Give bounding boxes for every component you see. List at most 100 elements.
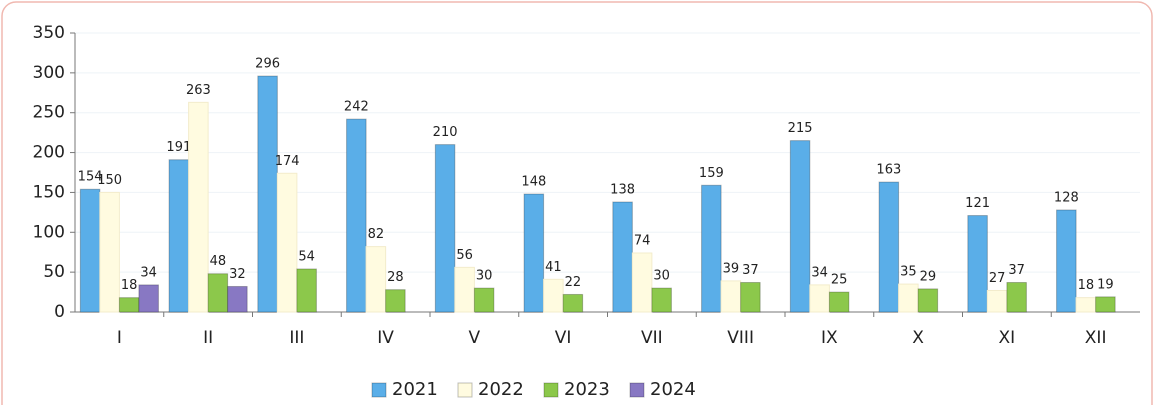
- bar: [1095, 296, 1116, 313]
- value-label: 242: [344, 100, 369, 115]
- bar: [188, 101, 209, 313]
- legend-label: 2024: [650, 379, 696, 400]
- bar: [118, 297, 140, 313]
- value-label: 35: [900, 265, 917, 280]
- bar: [720, 280, 742, 313]
- value-label: 37: [742, 263, 759, 278]
- bar: [1006, 282, 1027, 313]
- bar: [434, 144, 456, 313]
- bar: [168, 159, 190, 313]
- legend-swatch: [371, 382, 387, 398]
- value-label: 263: [186, 83, 211, 98]
- x-tick-label: VIII: [727, 328, 754, 348]
- value-label: 30: [653, 269, 670, 284]
- bar: [828, 291, 850, 313]
- y-tick-label: 250: [33, 103, 65, 123]
- value-label: 28: [387, 270, 404, 285]
- bar: [651, 287, 672, 313]
- bar: [612, 201, 633, 313]
- bar: [878, 181, 900, 313]
- legend-swatch: [543, 382, 559, 398]
- value-label: 18: [1078, 278, 1095, 293]
- value-label: 148: [521, 175, 546, 190]
- bar: [227, 285, 248, 313]
- x-tick-label: IV: [377, 328, 394, 348]
- value-label: 191: [166, 140, 191, 155]
- value-label: 32: [229, 267, 246, 282]
- y-tick-label: 350: [33, 23, 65, 43]
- bar: [562, 293, 584, 313]
- value-label: 22: [565, 275, 582, 290]
- bar: [79, 188, 101, 313]
- y-tick-label: 300: [33, 63, 65, 83]
- bar: [454, 266, 475, 313]
- x-tick-label: VII: [641, 328, 663, 348]
- bar: [631, 252, 653, 313]
- value-label: 19: [1097, 277, 1114, 292]
- bar: [99, 191, 120, 313]
- bar: [257, 75, 278, 313]
- value-label: 296: [255, 57, 280, 72]
- value-label: 29: [920, 269, 937, 284]
- legend-label: 2022: [478, 379, 524, 400]
- bar: [523, 193, 545, 313]
- value-label: 39: [723, 261, 740, 276]
- value-label: 74: [634, 234, 651, 249]
- value-label: 54: [298, 249, 315, 264]
- bar: [207, 273, 229, 313]
- bar: [1056, 209, 1077, 313]
- value-label: 34: [140, 265, 157, 280]
- legend-swatch: [457, 382, 473, 398]
- value-label: 41: [545, 260, 562, 275]
- bar: [898, 283, 919, 313]
- bar: [385, 289, 406, 313]
- value-label: 174: [275, 154, 300, 169]
- x-tick-label: V: [469, 328, 481, 348]
- value-label: 150: [97, 173, 122, 188]
- y-tick-label: 0: [54, 302, 65, 322]
- y-tick-label: 100: [33, 222, 65, 242]
- value-label: 121: [965, 196, 990, 211]
- bar: [543, 278, 564, 313]
- y-tick-label: 150: [33, 182, 65, 202]
- x-tick-label: VI: [555, 328, 572, 348]
- value-label: 56: [456, 248, 473, 263]
- bar: [917, 288, 939, 313]
- value-label: 82: [368, 227, 385, 242]
- bar: [701, 184, 722, 313]
- y-tick-label: 200: [33, 143, 65, 163]
- value-label: 37: [1008, 263, 1025, 278]
- bar: [789, 140, 811, 313]
- x-tick-label: X: [912, 328, 924, 348]
- bar: [1075, 297, 1097, 313]
- bar: [740, 282, 761, 313]
- value-label: 48: [210, 254, 227, 269]
- legend-label: 2023: [564, 379, 610, 400]
- bar: [138, 284, 159, 313]
- legend-swatch: [629, 382, 645, 398]
- bar: [809, 284, 830, 313]
- x-tick-label: II: [203, 328, 213, 348]
- value-label: 215: [788, 121, 813, 136]
- x-tick-label: IX: [821, 328, 838, 348]
- value-label: 34: [811, 265, 828, 280]
- value-label: 27: [989, 271, 1006, 286]
- x-tick-label: XII: [1085, 328, 1107, 348]
- x-tick-label: I: [117, 328, 122, 348]
- bar: [473, 287, 495, 313]
- value-label: 163: [876, 163, 901, 178]
- bar: [276, 172, 298, 313]
- bar: [986, 289, 1008, 313]
- value-label: 128: [1054, 190, 1079, 205]
- value-label: 25: [831, 273, 848, 288]
- value-label: 154: [78, 170, 103, 185]
- bar: [967, 215, 988, 313]
- bar: [296, 268, 317, 313]
- bar: [365, 246, 387, 313]
- value-label: 30: [476, 269, 493, 284]
- y-tick-label: 50: [43, 262, 65, 282]
- x-tick-label: III: [289, 328, 304, 348]
- value-label: 159: [699, 166, 724, 181]
- value-label: 138: [610, 182, 635, 197]
